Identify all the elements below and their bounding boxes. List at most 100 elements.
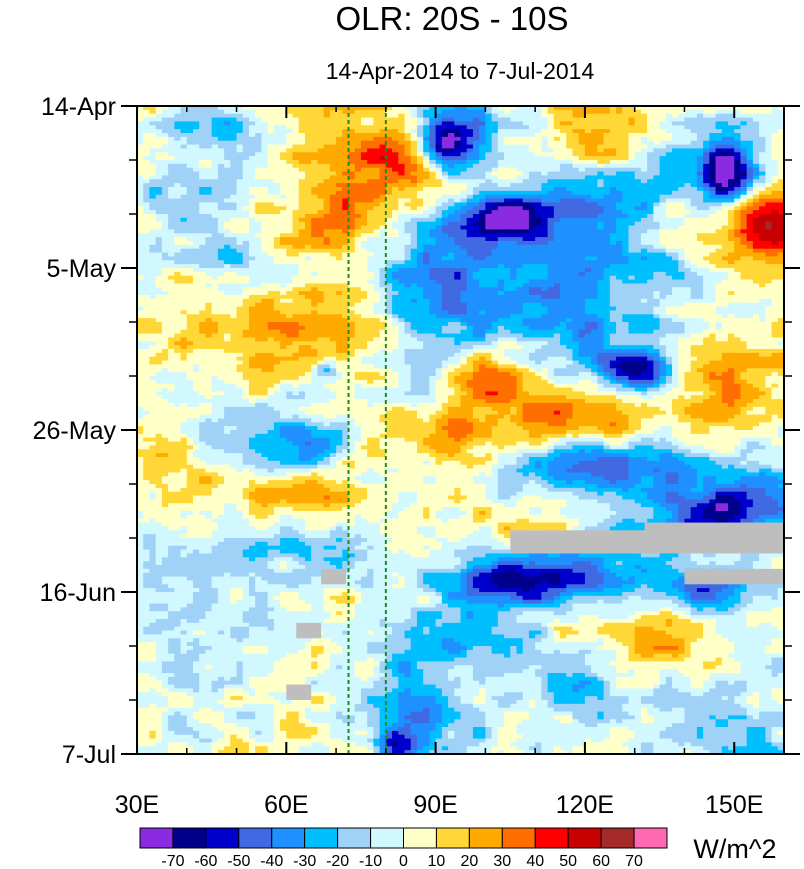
heat-cell (491, 156, 499, 161)
heat-cell (578, 144, 586, 150)
heat-cell (616, 179, 623, 184)
heat-cell (410, 275, 418, 281)
heat-cell (622, 160, 630, 165)
heat-cell (572, 194, 580, 200)
heat-cell (541, 121, 549, 126)
heat-cell (261, 136, 269, 142)
heat-cell (640, 252, 648, 258)
heat-cell (640, 206, 648, 211)
heat-cell (584, 206, 592, 211)
heat-cell (497, 256, 505, 261)
heat-cell (454, 256, 462, 261)
heat-cell (541, 109, 549, 115)
heat-cell (622, 167, 630, 173)
heat-cell (143, 221, 151, 227)
heat-cell (746, 113, 754, 119)
heat-cell (504, 148, 511, 153)
heat-cell (448, 187, 455, 192)
heat-cell (416, 217, 424, 223)
heat-cell (367, 221, 374, 227)
heat-cell (678, 156, 686, 161)
heat-cell (304, 248, 312, 254)
heat-cell (155, 187, 163, 192)
heat-cell (647, 210, 654, 215)
heat-cell (168, 125, 175, 130)
heat-cell (516, 179, 524, 184)
heat-cell (435, 129, 443, 134)
heat-cell (149, 156, 157, 161)
heat-cell (199, 248, 207, 254)
heat-cell (566, 194, 574, 200)
heat-cell (192, 175, 200, 180)
heat-cell (373, 279, 381, 285)
heat-cell (472, 214, 480, 219)
heat-cell (304, 279, 312, 285)
heat-cell (367, 136, 374, 142)
heat-cell (336, 260, 343, 265)
heat-cell (672, 237, 679, 242)
heat-cell (205, 163, 213, 169)
heat-cell (715, 113, 723, 119)
heat-cell (143, 229, 151, 234)
heat-cell (435, 152, 443, 157)
heat-cell (311, 106, 319, 111)
heat-cell (273, 221, 281, 227)
heat-cell (528, 171, 536, 177)
heat-cell (510, 121, 518, 126)
heat-cell (255, 179, 263, 184)
heat-cell (317, 144, 325, 150)
heat-cell (429, 229, 437, 234)
heat-cell (740, 113, 748, 119)
heat-cell (696, 156, 704, 161)
heat-cell (155, 133, 163, 138)
heat-cell (528, 163, 536, 169)
heat-cell (560, 183, 567, 188)
heat-cell (410, 152, 418, 157)
heat-cell (161, 187, 169, 192)
heat-cell (578, 244, 586, 250)
heat-cell (435, 160, 443, 165)
heat-cell (267, 144, 275, 150)
heat-cell (423, 217, 430, 223)
heat-cell (659, 252, 667, 258)
heat-cell (765, 252, 773, 258)
heat-cell (777, 256, 785, 261)
heat-cell (460, 148, 468, 153)
heat-cell (640, 125, 648, 130)
heat-cell (224, 268, 231, 273)
heat-cell (541, 279, 549, 285)
heat-cell (311, 198, 319, 204)
heat-cell (267, 140, 275, 146)
heat-cell (217, 252, 225, 258)
heat-cell (280, 237, 287, 242)
heat-cell (485, 194, 493, 200)
heat-cell (553, 248, 561, 254)
heat-cell (659, 225, 667, 231)
heat-cell (311, 144, 319, 150)
heat-cell (429, 190, 437, 196)
heat-cell (466, 202, 474, 207)
heat-cell (379, 275, 387, 281)
heat-cell (155, 283, 163, 288)
heat-cell (137, 256, 144, 261)
heat-cell (479, 256, 486, 261)
heat-cell (647, 241, 654, 246)
heat-cell (410, 175, 418, 180)
heat-cell (336, 117, 343, 123)
heat-cell (230, 264, 238, 269)
heat-cell (622, 113, 630, 119)
heat-cell (690, 233, 698, 238)
heat-cell (491, 233, 499, 238)
heat-cell (479, 287, 486, 292)
heat-cell (217, 198, 225, 204)
heat-cell (472, 144, 480, 150)
heat-cell (323, 129, 331, 134)
heat-cell (734, 140, 742, 146)
heat-cell (155, 271, 163, 277)
heat-cell (759, 248, 766, 254)
heat-cell (560, 214, 567, 219)
heat-cell (323, 140, 331, 146)
heat-cell (354, 129, 362, 134)
heat-cell (777, 268, 785, 273)
heat-cell (728, 287, 735, 292)
